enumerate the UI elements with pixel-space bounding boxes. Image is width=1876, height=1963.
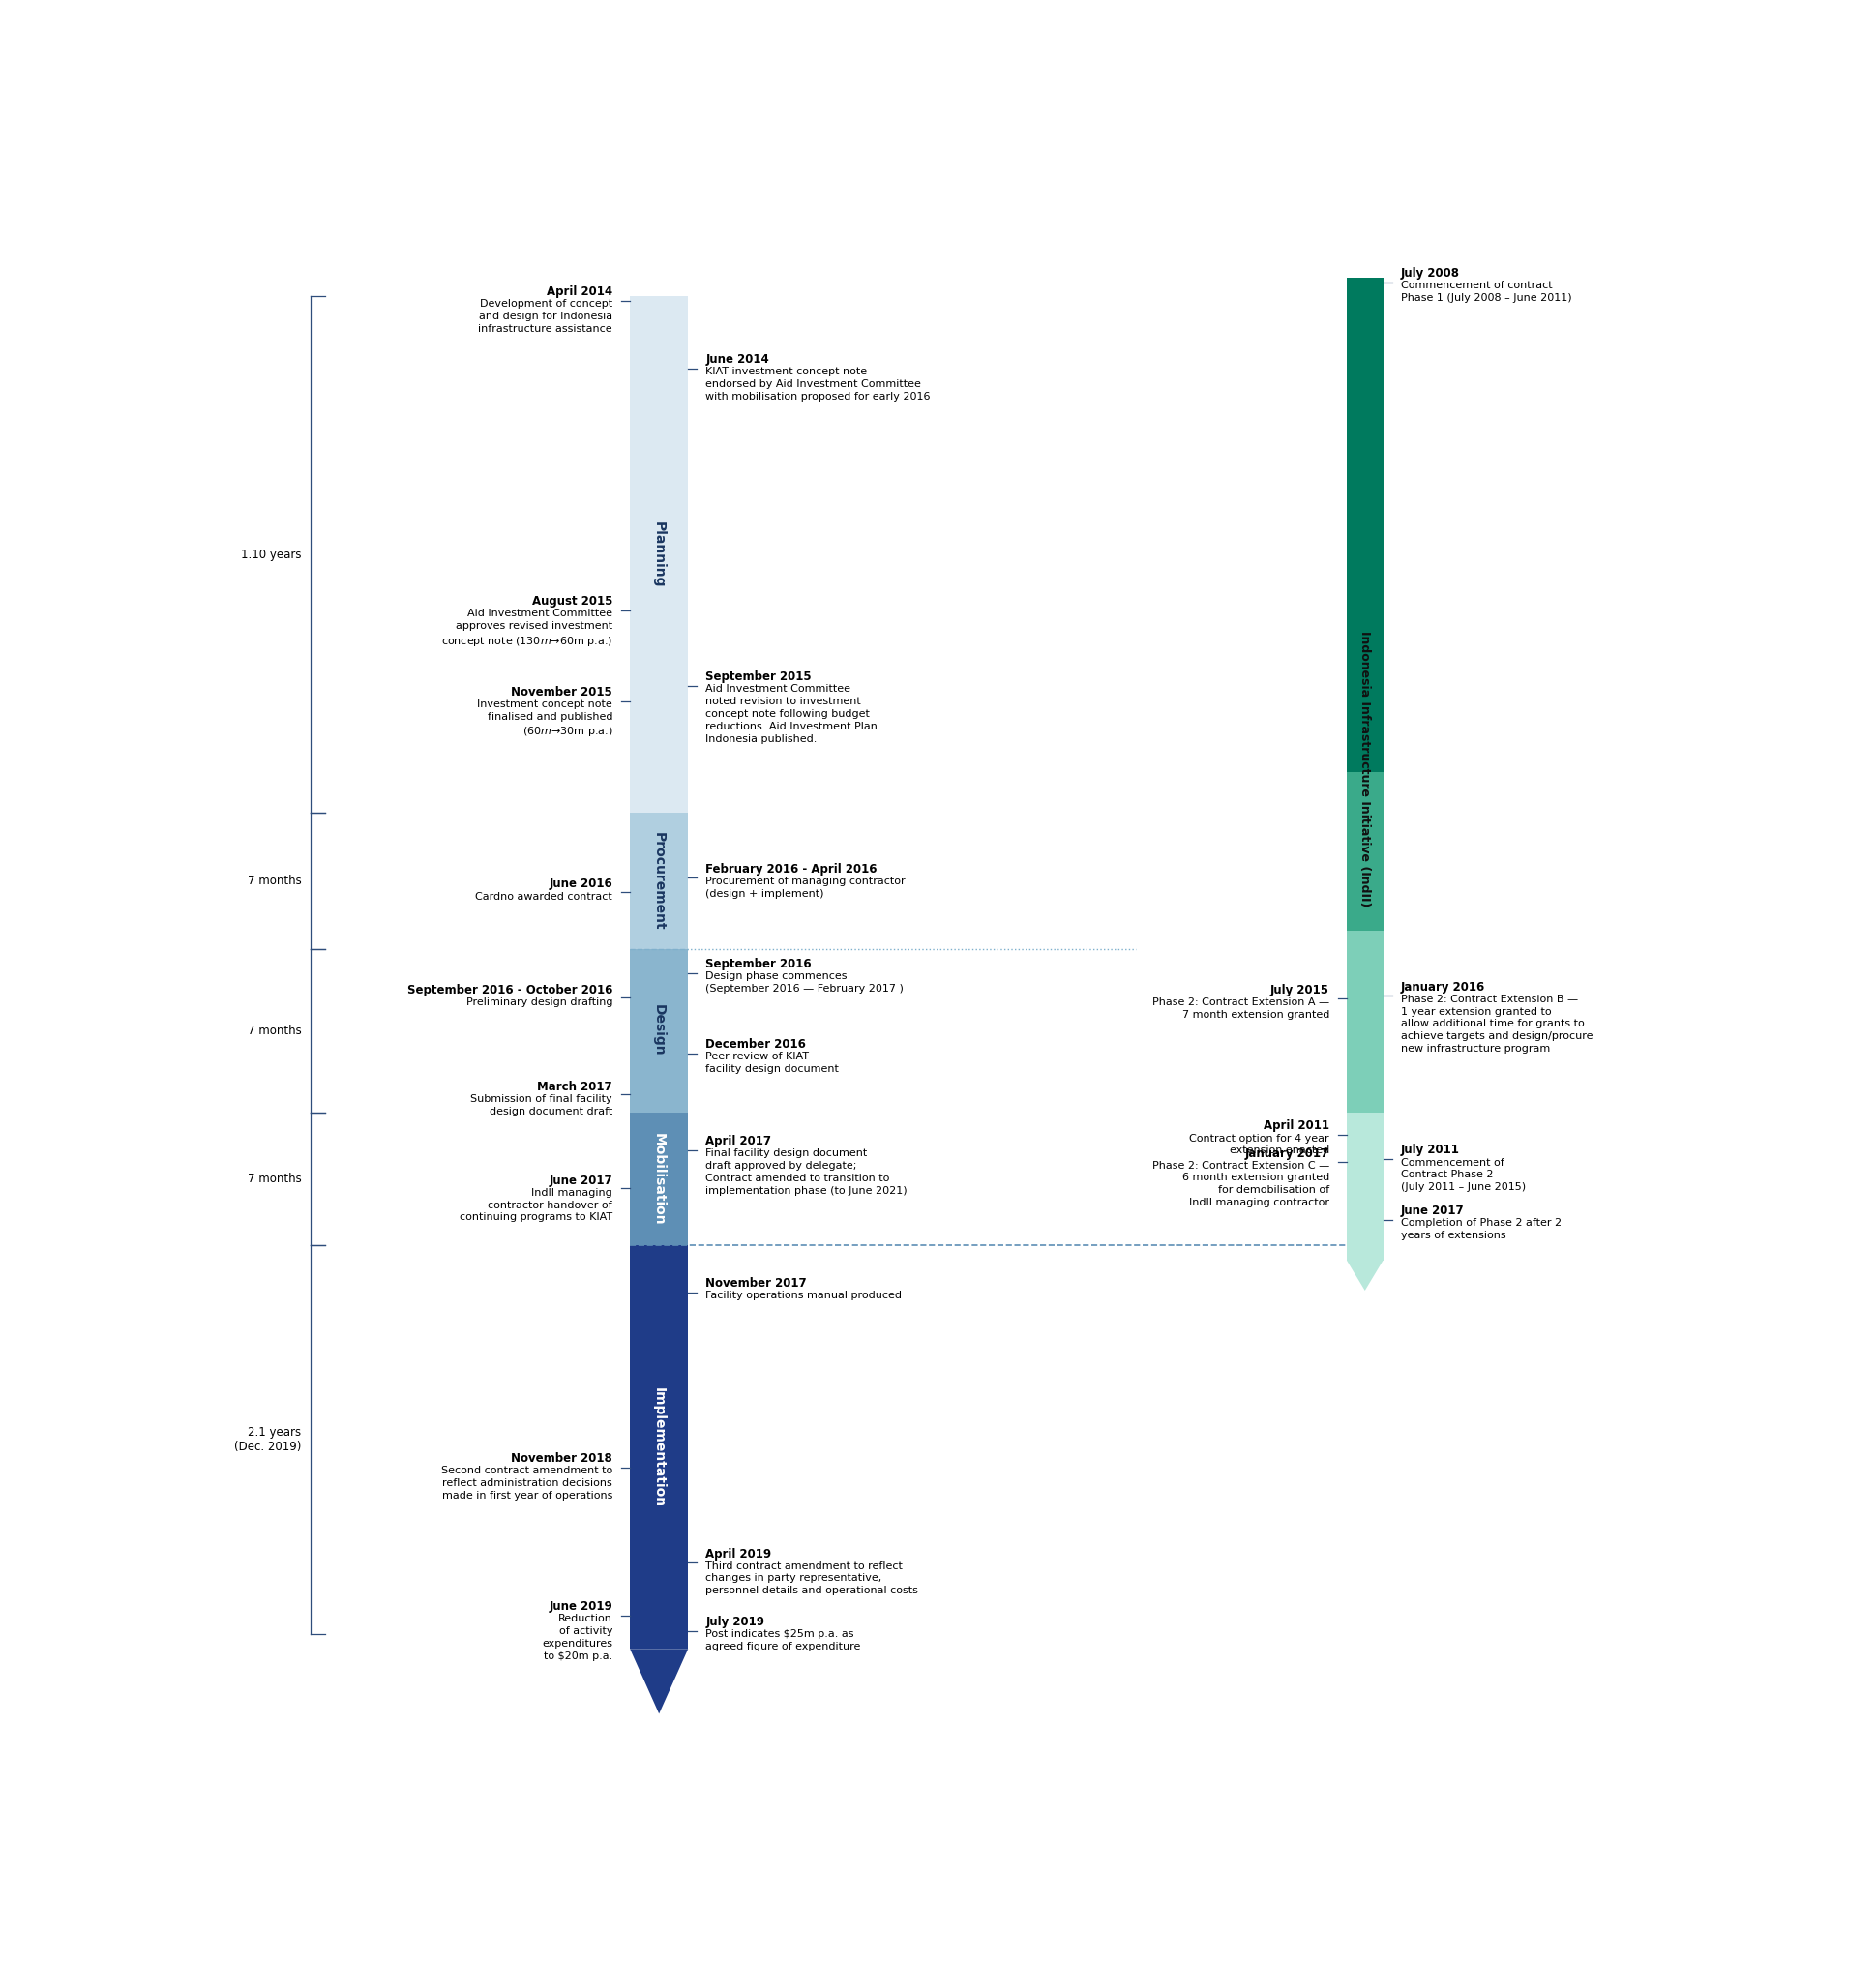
Text: KIAT investment concept note
endorsed by Aid Investment Committee
with mobilisat: KIAT investment concept note endorsed by… <box>705 367 930 402</box>
Polygon shape <box>1347 1260 1383 1290</box>
Bar <box>1347 1113 1383 1260</box>
Text: Cardno awarded contract: Cardno awarded contract <box>475 891 613 901</box>
Text: Development of concept
and design for Indonesia
infrastructure assistance: Development of concept and design for In… <box>478 298 613 334</box>
Text: August 2015: August 2015 <box>533 595 613 609</box>
Text: September 2016 - October 2016: September 2016 - October 2016 <box>407 983 613 997</box>
Text: Design: Design <box>653 1005 666 1056</box>
Bar <box>1347 930 1383 1113</box>
Bar <box>1347 279 1383 771</box>
Text: Phase 2: Contract Extension C —
6 month extension granted
for demobilisation of
: Phase 2: Contract Extension C — 6 month … <box>1152 1160 1330 1207</box>
Bar <box>630 1113 688 1245</box>
Text: Phase 2: Contract Extension B —
1 year extension granted to
allow additional tim: Phase 2: Contract Extension B — 1 year e… <box>1401 995 1593 1054</box>
Text: June 2014: June 2014 <box>705 353 769 365</box>
Text: Post indicates $25m p.a. as
agreed figure of expenditure: Post indicates $25m p.a. as agreed figur… <box>705 1629 861 1651</box>
Text: September 2015: September 2015 <box>705 671 812 683</box>
Text: July 2015: July 2015 <box>1270 983 1330 997</box>
Text: April 2011: April 2011 <box>1264 1119 1330 1133</box>
Text: Submission of final facility
design document draft: Submission of final facility design docu… <box>471 1093 613 1117</box>
Text: Commencement of
Contract Phase 2
(July 2011 – June 2015): Commencement of Contract Phase 2 (July 2… <box>1401 1158 1525 1192</box>
Text: Design phase commences
(September 2016 — February 2017 ): Design phase commences (September 2016 —… <box>705 972 904 993</box>
Polygon shape <box>630 1649 688 1714</box>
Text: 1.10 years: 1.10 years <box>240 548 302 561</box>
Text: Peer review of KIAT
facility design document: Peer review of KIAT facility design docu… <box>705 1052 839 1074</box>
Text: April 2014: April 2014 <box>546 285 613 298</box>
Text: November 2017: November 2017 <box>705 1278 807 1290</box>
Text: June 2019: June 2019 <box>550 1600 613 1614</box>
Text: Final facility design document
draft approved by delegate;
Contract amended to t: Final facility design document draft app… <box>705 1148 908 1195</box>
Text: July 2011: July 2011 <box>1401 1144 1460 1156</box>
Text: Second contract amendment to
reflect administration decisions
made in first year: Second contract amendment to reflect adm… <box>441 1466 613 1500</box>
Text: 2.1 years
(Dec. 2019): 2.1 years (Dec. 2019) <box>234 1425 302 1453</box>
Bar <box>630 813 688 948</box>
Text: November 2015: November 2015 <box>510 685 613 699</box>
Text: Completion of Phase 2 after 2
years of extensions: Completion of Phase 2 after 2 years of e… <box>1401 1217 1561 1241</box>
Text: November 2018: November 2018 <box>510 1453 613 1464</box>
Text: June 2017: June 2017 <box>550 1174 613 1188</box>
Bar <box>630 1245 688 1649</box>
Text: July 2008: July 2008 <box>1401 267 1460 281</box>
Text: June 2017: June 2017 <box>1401 1205 1463 1217</box>
Text: Indonesia Infrastructure Initiative (IndII): Indonesia Infrastructure Initiative (Ind… <box>1358 630 1371 907</box>
Text: Preliminary design drafting: Preliminary design drafting <box>465 997 613 1007</box>
Text: Commencement of contract
Phase 1 (July 2008 – June 2011): Commencement of contract Phase 1 (July 2… <box>1401 281 1572 302</box>
Text: Implementation: Implementation <box>653 1388 666 1508</box>
Text: July 2019: July 2019 <box>705 1616 765 1627</box>
Text: IndII managing
contractor handover of
continuing programs to KIAT: IndII managing contractor handover of co… <box>460 1188 613 1223</box>
Text: September 2016: September 2016 <box>705 958 812 970</box>
Text: Aid Investment Committee
noted revision to investment
concept note following bud: Aid Investment Committee noted revision … <box>705 685 878 744</box>
Text: January 2016: January 2016 <box>1401 982 1486 993</box>
Bar <box>1347 771 1383 930</box>
Text: April 2017: April 2017 <box>705 1135 771 1148</box>
Text: June 2016: June 2016 <box>550 877 613 891</box>
Text: Facility operations manual produced: Facility operations manual produced <box>705 1290 902 1300</box>
Text: February 2016 - April 2016: February 2016 - April 2016 <box>705 864 878 875</box>
Text: Phase 2: Contract Extension A —
7 month extension granted: Phase 2: Contract Extension A — 7 month … <box>1152 997 1330 1019</box>
Text: December 2016: December 2016 <box>705 1038 807 1050</box>
Text: Third contract amendment to reflect
changes in party representative,
personnel d: Third contract amendment to reflect chan… <box>705 1561 917 1596</box>
Text: Investment concept note
finalised and published
($60m→$30m p.a.): Investment concept note finalised and pu… <box>477 699 613 738</box>
Text: Mobilisation: Mobilisation <box>653 1133 666 1225</box>
Text: 7 months: 7 months <box>248 1025 302 1036</box>
Bar <box>630 948 688 1113</box>
Text: March 2017: March 2017 <box>537 1080 613 1093</box>
Text: Contract option for 4 year
extension enacted: Contract option for 4 year extension ena… <box>1189 1133 1330 1156</box>
Bar <box>630 296 688 813</box>
Text: January 2017: January 2017 <box>1246 1146 1330 1160</box>
Text: Procurement: Procurement <box>653 832 666 930</box>
Text: Reduction
of activity
expenditures
to $20m p.a.: Reduction of activity expenditures to $2… <box>542 1614 613 1661</box>
Text: 7 months: 7 months <box>248 875 302 887</box>
Text: 7 months: 7 months <box>248 1172 302 1186</box>
Text: Aid Investment Committee
approves revised investment
concept note ($130m→$60m p.: Aid Investment Committee approves revise… <box>441 609 613 648</box>
Text: Procurement of managing contractor
(design + implement): Procurement of managing contractor (desi… <box>705 875 906 899</box>
Text: Planning: Planning <box>653 522 666 587</box>
Text: April 2019: April 2019 <box>705 1547 771 1561</box>
